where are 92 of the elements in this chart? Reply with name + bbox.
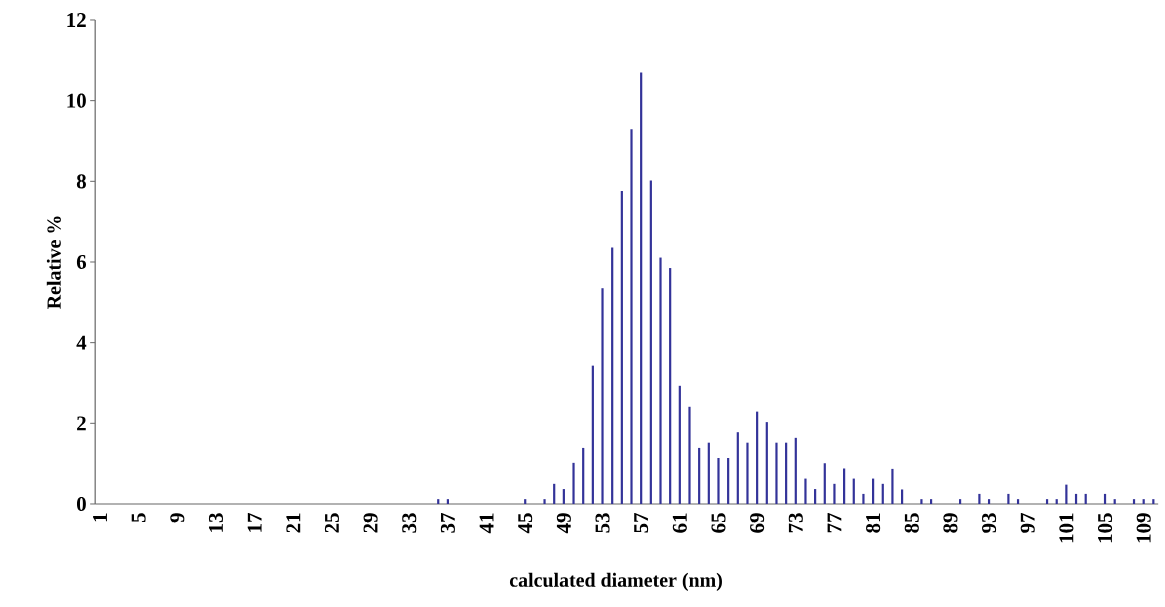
- bar: [640, 72, 643, 504]
- y-tick-label: 8: [76, 174, 86, 189]
- bar: [446, 499, 449, 504]
- bar: [707, 442, 710, 504]
- bar: [649, 180, 652, 504]
- x-tick-label: 37: [440, 513, 455, 533]
- bar: [881, 483, 884, 504]
- x-tick-label: 81: [866, 513, 881, 533]
- bar: [669, 268, 672, 504]
- bar: [814, 489, 817, 504]
- y-tick-label: 4: [76, 335, 87, 350]
- x-tick-label: 105: [1097, 513, 1113, 543]
- bar: [978, 493, 981, 504]
- x-tick-label: 53: [595, 513, 610, 533]
- bar: [804, 478, 807, 504]
- bar: [920, 499, 923, 504]
- y-axis-title: Relative %: [46, 216, 61, 309]
- x-tick-label: 49: [556, 513, 571, 534]
- x-tick-label: 77: [827, 513, 842, 533]
- bar: [1084, 493, 1087, 504]
- bar: [900, 489, 904, 504]
- bar: [785, 442, 788, 504]
- bar: [553, 483, 556, 504]
- bar: [1055, 499, 1058, 504]
- bar: [1045, 499, 1049, 504]
- x-tick-label: 65: [711, 513, 726, 533]
- bar: [1074, 493, 1078, 504]
- x-tick-label: 97: [1020, 513, 1035, 533]
- bar: [572, 462, 575, 504]
- bar: [736, 432, 739, 504]
- bar: [765, 422, 768, 504]
- x-tick-label: 109: [1136, 513, 1151, 543]
- bar: [823, 463, 826, 504]
- bar: [862, 493, 865, 504]
- bar: [1007, 493, 1010, 504]
- bar: [601, 288, 604, 504]
- bar: [775, 442, 778, 504]
- bar: [1103, 493, 1107, 504]
- bar: [929, 499, 933, 504]
- x-tick-label: 45: [518, 513, 533, 534]
- bar: [437, 499, 440, 504]
- bar: [678, 385, 681, 504]
- bar: [717, 458, 720, 504]
- bar: [630, 129, 633, 504]
- x-tick-label: 21: [286, 513, 301, 533]
- bar: [1016, 499, 1020, 504]
- x-tick-label: 85: [904, 513, 919, 533]
- bar: [727, 458, 730, 504]
- bar: [891, 468, 894, 504]
- x-tick-label: 13: [208, 513, 223, 532]
- bar: [987, 499, 991, 504]
- x-tick-label: 61: [672, 513, 687, 533]
- x-tick-label: 93: [982, 513, 997, 533]
- x-tick-label: 57: [634, 513, 649, 533]
- bar: [611, 247, 614, 504]
- x-tick-label: 89: [943, 513, 958, 533]
- bar: [1142, 499, 1145, 504]
- y-tick-label: 6: [76, 254, 87, 270]
- y-tick-label: 0: [76, 496, 86, 512]
- bar: [591, 365, 594, 504]
- bar: [698, 447, 701, 504]
- bar: [659, 257, 662, 504]
- y-tick-label: 12: [67, 13, 86, 27]
- bar: [794, 437, 797, 504]
- bar: [582, 447, 585, 504]
- bar: [833, 483, 836, 504]
- bar: [756, 411, 759, 504]
- bar: [746, 442, 749, 504]
- bar: [562, 489, 565, 504]
- x-tick-label: 5: [131, 513, 146, 523]
- x-tick-label: 1: [93, 513, 107, 522]
- bar: [620, 191, 623, 504]
- y-tick-label: 2: [77, 416, 86, 431]
- x-tick-label: 25: [324, 513, 339, 533]
- x-tick-label: 29: [363, 513, 378, 533]
- x-axis-title: calculated diameter (nm): [509, 572, 722, 591]
- bar: [1113, 499, 1116, 504]
- bar: [524, 499, 527, 504]
- bar: [543, 499, 546, 504]
- bar: [843, 468, 846, 504]
- bar: [1152, 499, 1155, 504]
- bar: [1132, 499, 1136, 504]
- x-tick-label: 9: [170, 513, 185, 523]
- bar: [688, 406, 691, 504]
- bar: [958, 499, 962, 504]
- x-tick-label: 33: [402, 513, 417, 533]
- x-tick-label: 41: [479, 513, 494, 534]
- x-tick-label: 73: [788, 513, 803, 533]
- x-tick-label: 17: [247, 513, 262, 532]
- x-tick-label: 69: [750, 513, 765, 533]
- y-tick-label: 10: [67, 93, 86, 108]
- x-tick-label: 101: [1059, 513, 1074, 543]
